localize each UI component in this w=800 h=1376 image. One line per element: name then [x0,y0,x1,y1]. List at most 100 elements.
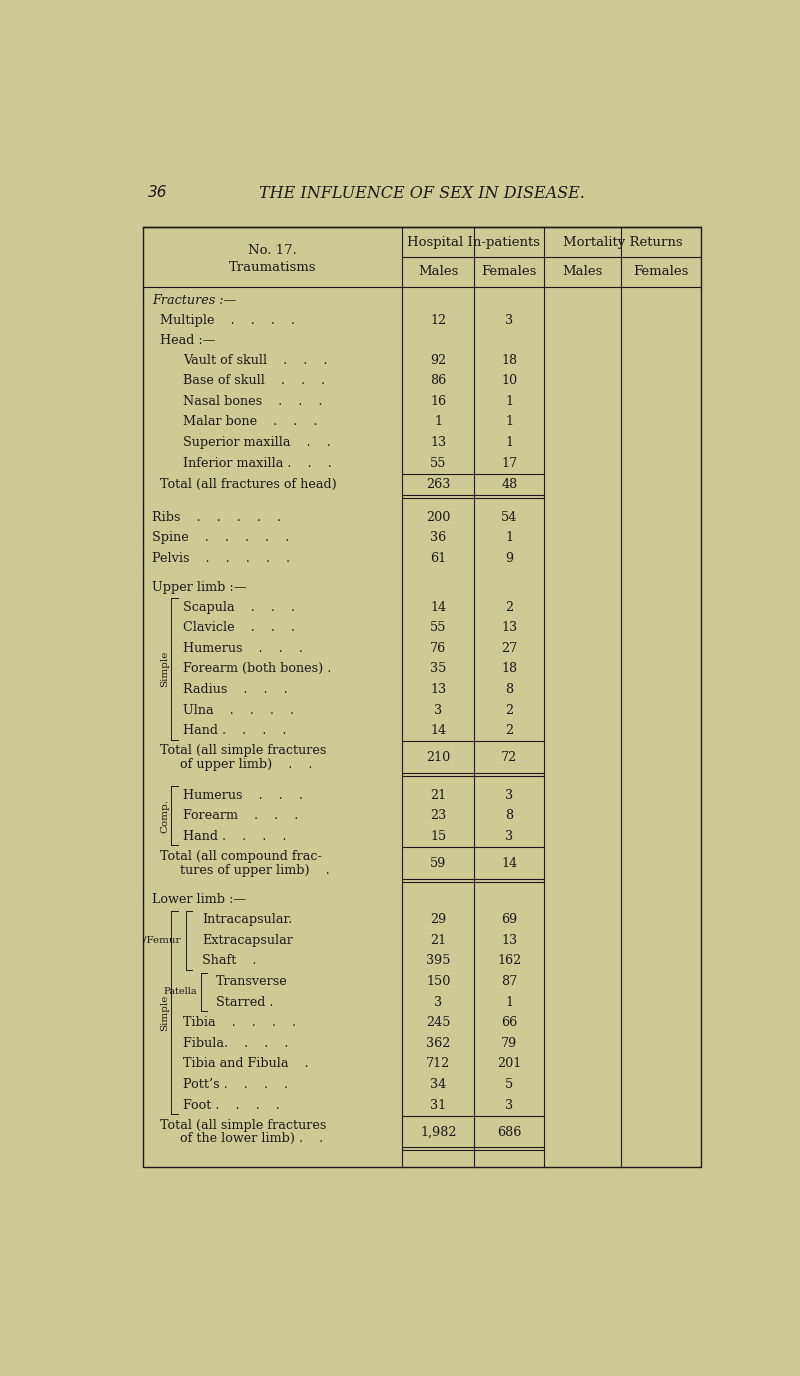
Text: 15: 15 [430,830,446,843]
Text: 12: 12 [430,314,446,327]
Text: 1: 1 [506,531,514,545]
Text: 9: 9 [505,552,514,566]
Text: 14: 14 [430,724,446,738]
Text: Hand .    .    .    .: Hand . . . . [183,830,286,843]
Text: 69: 69 [501,912,518,926]
Text: 395: 395 [426,954,450,967]
Text: 362: 362 [426,1036,450,1050]
Text: 16: 16 [430,395,446,407]
Text: Multiple    .    .    .    .: Multiple . . . . [160,314,294,327]
Text: Pott’s .    .    .    .: Pott’s . . . . [183,1077,288,1091]
Text: Humerus    .    .    .: Humerus . . . [183,641,302,655]
Text: Mortality Returns: Mortality Returns [562,235,682,249]
Text: of upper limb)    .    .: of upper limb) . . [163,758,312,771]
Text: 17: 17 [501,457,518,469]
Text: 1: 1 [434,416,442,428]
Text: tures of upper limb)    .: tures of upper limb) . [163,864,330,877]
Bar [142,227,701,1167]
Text: Ulna    .    .    .    .: Ulna . . . . [183,703,294,717]
Text: 150: 150 [426,974,450,988]
Text: Malar bone    .    .    .: Malar bone . . . [183,416,318,428]
Text: Scapula    .    .    .: Scapula . . . [183,600,295,614]
Text: Hospital In-patients: Hospital In-patients [406,235,540,249]
Text: Males: Males [562,266,602,278]
Text: Nasal bones    .    .    .: Nasal bones . . . [183,395,322,407]
Text: 27: 27 [501,641,518,655]
Text: 66: 66 [501,1015,518,1029]
Text: 1,982: 1,982 [420,1126,457,1138]
Text: of the lower limb) .    .: of the lower limb) . . [163,1132,323,1145]
Text: Intracapsular.: Intracapsular. [202,912,293,926]
Text: 23: 23 [430,809,446,823]
Text: 92: 92 [430,354,446,366]
Text: 59: 59 [430,857,446,870]
Text: Hand .    .    .    .: Hand . . . . [183,724,286,738]
Text: 1: 1 [506,436,514,449]
Text: 2: 2 [505,703,514,717]
Text: Extracapsular: Extracapsular [202,933,293,947]
Text: 61: 61 [430,552,446,566]
Text: Patella: Patella [163,987,197,996]
Text: 3: 3 [505,788,514,802]
Text: No. 17.: No. 17. [248,244,297,257]
Text: 34: 34 [430,1077,446,1091]
Text: 18: 18 [501,354,518,366]
Text: 55: 55 [430,457,446,469]
Text: 263: 263 [426,479,450,491]
Text: THE INFLUENCE OF SEX IN DISEASE.: THE INFLUENCE OF SEX IN DISEASE. [258,186,585,202]
Text: 8: 8 [505,809,514,823]
Text: 54: 54 [501,510,518,524]
Text: 3: 3 [505,830,514,843]
Text: 3: 3 [505,314,514,327]
Text: 1: 1 [506,416,514,428]
Text: Tibia    .    .    .    .: Tibia . . . . [183,1015,296,1029]
Text: 13: 13 [501,933,518,947]
Text: 87: 87 [501,974,518,988]
Text: Clavicle    .    .    .: Clavicle . . . [183,621,295,634]
Text: Forearm    .    .    .: Forearm . . . [183,809,298,823]
Text: 86: 86 [430,374,446,387]
Text: 55: 55 [430,621,446,634]
Text: Shaft    .: Shaft . [202,954,257,967]
Text: 48: 48 [501,479,518,491]
Text: 14: 14 [501,857,518,870]
Text: Radius    .    .    .: Radius . . . [183,682,288,696]
Text: 35: 35 [430,662,446,676]
Text: 36: 36 [430,531,446,545]
Text: Spine    .    .    .    .    .: Spine . . . . . [152,531,290,545]
Text: 1: 1 [506,395,514,407]
Text: 210: 210 [426,751,450,764]
Text: 3: 3 [434,703,442,717]
Text: 72: 72 [501,751,518,764]
Text: 79: 79 [501,1036,518,1050]
Text: Fibula.    .    .    .: Fibula. . . . [183,1036,289,1050]
Text: Ribs    .    .    .    .    .: Ribs . . . . . [152,510,281,524]
Text: 201: 201 [497,1057,522,1071]
Text: 8: 8 [505,682,514,696]
Text: Humerus    .    .    .: Humerus . . . [183,788,302,802]
Text: Males: Males [418,266,458,278]
Text: Total (all simple fractures: Total (all simple fractures [160,744,326,757]
Text: Comp.: Comp. [161,799,170,832]
Text: 3: 3 [434,995,442,1009]
Text: 31: 31 [430,1098,446,1112]
Text: 29: 29 [430,912,446,926]
Text: Simple: Simple [161,993,170,1031]
Text: Lower limb :—: Lower limb :— [152,893,246,907]
Text: Total (all simple fractures: Total (all simple fractures [160,1119,326,1131]
Text: 162: 162 [497,954,522,967]
Text: Vault of skull    .    .    .: Vault of skull . . . [183,354,327,366]
Text: 200: 200 [426,510,450,524]
Text: Total (all fractures of head): Total (all fractures of head) [160,479,337,491]
Text: 21: 21 [430,788,446,802]
Text: 712: 712 [426,1057,450,1071]
Text: 76: 76 [430,641,446,655]
Text: 2: 2 [505,600,514,614]
Text: Transverse: Transverse [216,974,288,988]
Text: 13: 13 [430,682,446,696]
Text: Traumatisms: Traumatisms [229,260,316,274]
Text: Inferior maxilla .    .    .: Inferior maxilla . . . [183,457,332,469]
Text: Females: Females [482,266,537,278]
Text: Total (all compound frac-: Total (all compound frac- [160,850,322,863]
Text: Superior maxilla    .    .: Superior maxilla . . [183,436,330,449]
